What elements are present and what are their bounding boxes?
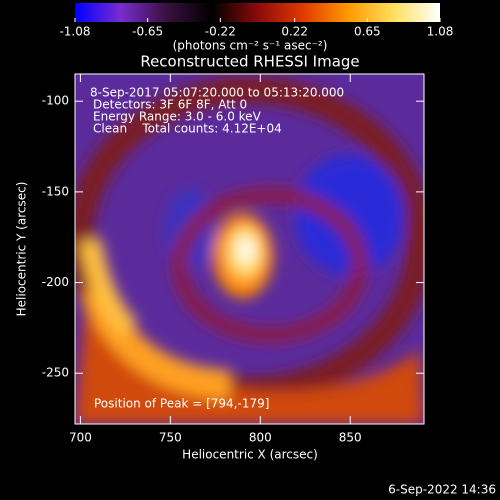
- y-tick-label: -150: [42, 184, 69, 198]
- x-tick-label: 850: [339, 431, 362, 445]
- y-tick-label: -250: [42, 366, 69, 380]
- colorbar: [75, 3, 440, 22]
- footer-date: 6-Sep-2022 14:36: [388, 483, 496, 497]
- peak-label: Position of Peak = [794,-179]: [94, 397, 269, 411]
- y-axis-label: Heliocentric Y (arcsec): [15, 182, 29, 317]
- annotation: Detectors: 3F 6F 8F, Att 0: [93, 98, 247, 112]
- x-axis-label: Heliocentric X (arcsec): [182, 448, 318, 462]
- y-tick-label: -200: [42, 275, 69, 289]
- annotation: Energy Range: 3.0 - 6.0 keV: [93, 110, 262, 124]
- heatmap-image: [75, 74, 424, 424]
- chart-title: Reconstructed RHESSI Image: [140, 53, 359, 71]
- annotation: Clean Total counts: 4.12E+04: [93, 122, 282, 136]
- colorbar-tick-label: -1.08: [59, 25, 90, 39]
- colorbar-tick-label: 1.08: [427, 25, 454, 39]
- colorbar-tick-label: 0.22: [281, 25, 308, 39]
- y-tick-label: -100: [42, 94, 69, 108]
- colorbar-tick-label: -0.22: [205, 25, 236, 39]
- x-tick-label: 700: [69, 431, 92, 445]
- colorbar-tick-label: 0.65: [354, 25, 381, 39]
- colorbar-tick-label: -0.65: [132, 25, 163, 39]
- annotation: 8-Sep-2017 05:07:20.000 to 05:13:20.000: [90, 86, 344, 100]
- x-tick-label: 750: [159, 431, 182, 445]
- plot-frame: [74, 73, 425, 425]
- x-tick-label: 800: [249, 431, 272, 445]
- colorbar-label: (photons cm⁻² s⁻¹ asec⁻²): [173, 39, 328, 53]
